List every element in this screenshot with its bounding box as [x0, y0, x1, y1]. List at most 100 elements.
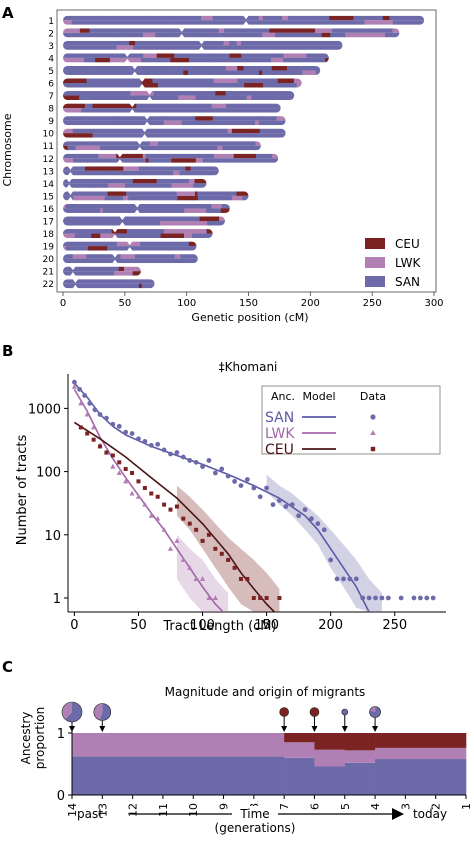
ancestry-tract	[262, 78, 278, 83]
data-point-san	[238, 483, 244, 489]
x-tick-label: 150	[254, 618, 279, 633]
data-point-ceu	[200, 538, 205, 543]
migration-y-label-line2: proportion	[33, 707, 47, 770]
ancestry-tract	[100, 233, 115, 239]
x-tick-label: 0	[60, 298, 66, 309]
data-point-san	[283, 504, 289, 509]
chromosome-19	[63, 241, 197, 251]
ancestry-tract	[183, 233, 193, 239]
data-point-san	[309, 516, 314, 522]
legend-header: Anc.	[271, 390, 295, 403]
x-tick-label: 200	[301, 298, 320, 309]
data-point-san	[251, 485, 257, 491]
ancestry-tract	[173, 145, 183, 151]
ancestry-tract	[156, 53, 175, 58]
chromosome-18	[63, 229, 213, 239]
ancestry-tract	[281, 40, 327, 46]
ancestry-tract	[225, 65, 238, 71]
ancestry-tract	[140, 78, 153, 83]
ancestry-tract	[222, 133, 262, 138]
ancestry-tract	[216, 20, 242, 25]
ancestry-tract	[178, 203, 212, 209]
ancestry-tract	[326, 40, 343, 46]
ancestry-tract	[63, 40, 73, 46]
data-point-san	[353, 576, 359, 582]
ancestry-tract	[86, 116, 115, 121]
ancestry-band-lwk	[314, 749, 346, 767]
time-label-line1: Time	[239, 807, 269, 821]
ancestry-tract	[145, 158, 149, 163]
ancestry-tract	[177, 195, 199, 201]
ancestry-tract	[258, 120, 281, 126]
legend-ancestry-ceu: CEU	[265, 442, 294, 458]
ancestry-tract	[143, 53, 158, 58]
ancestry-tract	[262, 15, 283, 21]
y-tick-label: 1000	[28, 402, 61, 417]
data-point-san	[315, 521, 321, 527]
data-point-san	[244, 477, 250, 482]
ancestry-tract	[242, 45, 281, 50]
chromosome-12	[63, 153, 279, 163]
centromere-notch	[111, 228, 118, 239]
ancestry-tract	[156, 178, 190, 184]
ancestry-tract	[254, 120, 260, 126]
chromosome-label: 4	[48, 54, 54, 64]
data-point-san	[212, 470, 218, 476]
ancestry-tract	[63, 145, 68, 151]
data-point-san	[232, 478, 237, 484]
karyogram-frame	[56, 9, 437, 293]
ancestry-tract	[169, 153, 215, 159]
ancestry-tract	[283, 70, 303, 75]
ancestry-tract	[392, 20, 412, 25]
ancestry-tract	[296, 83, 302, 88]
chromosome-label: 12	[43, 155, 54, 165]
ancestry-tract	[178, 108, 233, 113]
ancestry-tract	[63, 153, 99, 159]
ancestry-tract	[188, 103, 212, 109]
ancestry-tract	[345, 20, 365, 25]
ancestry-tract	[277, 78, 295, 83]
ancestry-tract	[185, 133, 223, 138]
data-point-san	[77, 386, 82, 392]
ancestry-tract	[130, 246, 169, 251]
ancestry-tract	[294, 20, 346, 25]
chromosome-label: 8	[48, 105, 54, 115]
ancestry-tract	[149, 141, 159, 146]
ancestry-tract	[261, 133, 286, 138]
ancestry-tract	[63, 158, 74, 163]
x-tick-label: 7	[278, 803, 291, 810]
ancestry-tract	[128, 195, 178, 201]
migration-arrow-head	[311, 726, 318, 732]
ancestry-tract	[140, 57, 171, 63]
centromere-notch	[72, 278, 79, 289]
ancestry-tract	[63, 279, 82, 284]
data-point-ceu	[168, 507, 173, 512]
chromosome-3	[63, 40, 343, 50]
centromere-notch	[243, 15, 250, 26]
x-tick-label: 50	[130, 618, 147, 633]
ancestry-tract	[195, 116, 214, 121]
ancestry-tract	[160, 233, 173, 239]
data-point-san	[148, 442, 154, 448]
confidence-band-ceu	[176, 485, 280, 612]
ancestry-tract	[246, 95, 252, 101]
chromosome-17	[63, 216, 226, 226]
ancestry-tract	[271, 108, 281, 113]
ancestry-tract	[81, 108, 102, 113]
ancestry-tract	[170, 28, 200, 33]
ancestry-tract	[153, 91, 204, 96]
centromere-notch	[131, 65, 138, 76]
x-tick-label: 200	[318, 618, 343, 633]
ancestry-tract	[139, 283, 142, 289]
ancestry-tract	[251, 95, 275, 101]
ancestry-band-san	[72, 756, 285, 795]
ancestry-tract	[63, 233, 76, 239]
ancestry-tract	[236, 40, 242, 46]
ancestry-tract	[63, 32, 119, 38]
data-point-san	[200, 464, 205, 469]
ancestry-tract	[207, 221, 226, 226]
ancestry-tract	[170, 57, 190, 63]
ancestry-tract	[139, 133, 187, 138]
chromosome-6	[63, 78, 302, 88]
ancestry-tract	[107, 246, 131, 251]
